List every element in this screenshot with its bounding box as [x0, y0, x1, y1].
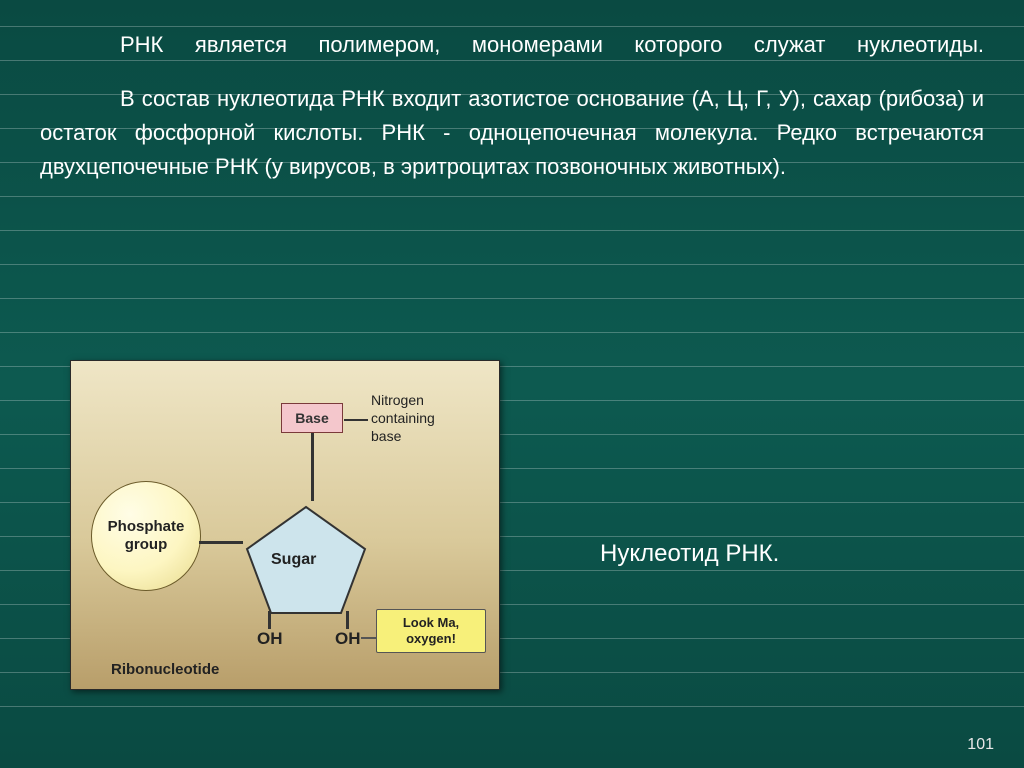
diagram-caption: Нуклеотид РНК. — [600, 540, 779, 568]
oh-bond-2 — [346, 611, 349, 629]
paragraph-1: РНК является полимером, мономерами котор… — [40, 28, 984, 62]
nitrogen-base-label: Nitrogencontainingbase — [371, 391, 435, 446]
lookma-arrow — [361, 637, 377, 639]
oh-label-2: OH — [335, 629, 361, 649]
nucleotide-diagram: Phosphate group Sugar Base Nitrogenconta… — [70, 360, 500, 690]
base-stem-bond — [311, 433, 314, 501]
sugar-label: Sugar — [271, 551, 316, 569]
nitrogen-label-arrow — [344, 419, 368, 421]
oh-bond-1 — [268, 611, 271, 629]
page-number: 101 — [967, 736, 994, 754]
base-box: Base — [281, 403, 343, 433]
slide: РНК является полимером, мономерами котор… — [0, 0, 1024, 768]
phosphate-group-circle: Phosphate group — [91, 481, 201, 591]
lookma-callout: Look Ma, oxygen! — [376, 609, 486, 653]
phosphate-sugar-bond — [199, 541, 243, 544]
text-content: РНК является полимером, мономерами котор… — [40, 28, 984, 204]
oh-label-1: OH — [257, 629, 283, 649]
paragraph-2: В состав нуклеотида РНК входит азотистое… — [40, 82, 984, 184]
ribonucleotide-label: Ribonucleotide — [111, 661, 219, 678]
